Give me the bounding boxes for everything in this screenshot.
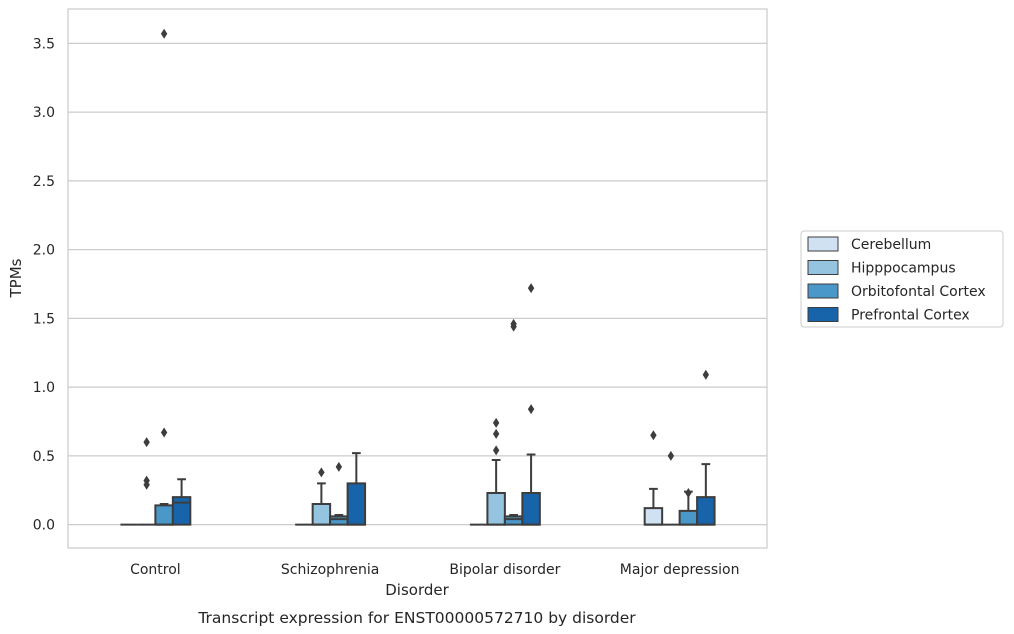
y-tick-label: 1.5 [33,311,55,327]
y-tick-label: 0.0 [33,518,55,534]
outlier-point [160,28,168,39]
legend-swatch [807,236,839,252]
legend-label: Orbitofontal Cortex [851,284,986,300]
box-body [171,496,192,526]
legend-frame [800,230,1004,328]
y-tick-label: 3.5 [33,36,55,52]
box-schizophrenia [346,452,367,526]
box-body [521,492,541,526]
x-tick-label: Schizophrenia [281,562,379,578]
outlier-point [527,283,535,294]
box-major-depression [662,450,680,526]
box-body [346,482,367,526]
box-schizophrenia [311,467,332,526]
box-body [678,509,699,526]
outlier-point [492,417,500,428]
legend-label: Prefrontal Cortex [851,308,970,324]
box-major-depression [643,430,664,526]
box-body [329,515,349,526]
outlier-point [318,467,325,478]
y-tick-label: 0.5 [33,449,55,465]
legend-swatch [807,283,839,299]
legend-swatch [807,260,839,275]
box-control [137,437,156,526]
outlier-point [650,430,657,441]
plot-area-frame [67,8,768,549]
legend-swatch [807,307,839,322]
box-bipolar-disorder [503,318,524,526]
y-axis-title: TPMs [7,258,25,298]
series-cerebellum [120,430,664,526]
box-schizophrenia [329,461,349,526]
outlier-point [685,488,692,498]
box-body [643,507,664,526]
outlier-point [702,369,710,380]
x-tick-label: Control [130,562,181,578]
gridlines [68,42,767,526]
box-bipolar-disorder [486,417,506,526]
series-prefrontal-cortex [171,283,716,526]
y-tick-label: 2.0 [33,243,55,259]
x-axis-ticks: Control Schizophrenia Bipolar disorder Majo… [130,562,739,578]
box-control [154,28,174,526]
y-tick-label: 3.0 [33,105,55,121]
legend-item: Prefrontal Cortex [807,307,970,324]
outlier-point [492,445,500,456]
outlier-point [510,318,517,329]
legend-label: Cerebellum [851,237,931,253]
box-major-depression [678,488,699,526]
outlier-point [667,450,675,461]
y-axis-ticks: 0.0 0.5 1.0 1.5 2.0 2.5 3.0 3.5 [33,36,55,533]
x-tick-label: Bipolar disorder [449,562,560,578]
legend-item: Orbitofontal Cortex [807,283,986,300]
outlier-point [160,427,168,438]
box-bipolar-disorder [521,283,541,526]
x-axis-title: Disorder [385,581,449,599]
box-body [154,504,174,526]
box-control [171,478,192,526]
legend-item: Hipppocampus [807,260,956,277]
legend-label: Hipppocampus [851,261,956,277]
series-hipppocampus [137,417,680,526]
legend-item: Cerebellum [807,236,931,253]
series-orbitofontal-cortex [154,28,699,526]
outlier-point [492,428,500,439]
box-series [120,28,716,526]
legend: Cerebellum Hipppocampus Orbitofontal Corte… [800,230,1004,328]
box-body [503,515,524,526]
x-tick-label: Major depression [620,562,740,578]
box-body [486,492,506,526]
box-body [311,503,332,526]
box-body [696,496,716,526]
outlier-point [527,404,535,415]
box-major-depression [696,369,716,526]
outlier-point [143,479,150,490]
chart-caption: Transcript expression for ENST0000057271… [197,609,636,627]
y-tick-label: 2.5 [33,174,55,190]
outlier-point [143,437,150,448]
outlier-point [335,461,343,472]
y-tick-label: 1.0 [33,380,55,396]
